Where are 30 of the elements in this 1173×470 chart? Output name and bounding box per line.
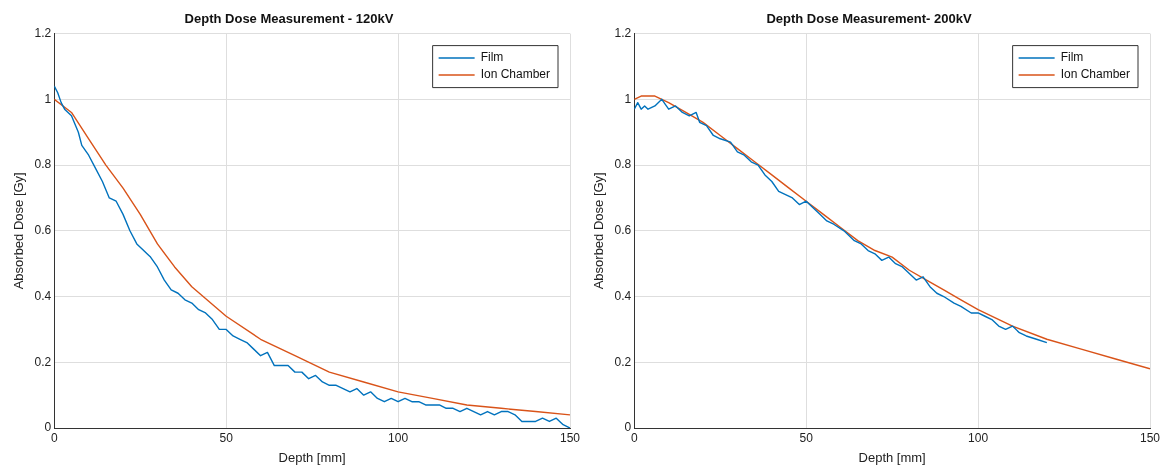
x-tick-label: 150 <box>1139 430 1161 445</box>
y-tick-label: 1.2 <box>34 25 52 40</box>
legend-label: Film <box>480 50 504 65</box>
y-tick-label: 0.2 <box>34 354 52 369</box>
x-tick-label: 50 <box>219 430 234 445</box>
y-tick-label: 0.8 <box>34 157 52 172</box>
y-tick-label: 1.2 <box>614 25 632 40</box>
y-tick-label: 0.4 <box>34 288 52 303</box>
x-tick-label: 50 <box>799 430 814 445</box>
y-tick-label: 0.6 <box>34 223 52 238</box>
legend-label: Ion Chamber <box>1060 67 1131 82</box>
y-axis-title: Absorbed Dose [Gy] <box>591 172 607 290</box>
y-axis-title: Absorbed Dose [Gy] <box>11 172 27 290</box>
y-tick-label: 0.8 <box>614 157 632 172</box>
y-tick-label: 0.4 <box>614 288 632 303</box>
x-tick-label: 100 <box>388 430 409 445</box>
chart-title: Depth Dose Measurement- 200kV <box>766 11 972 27</box>
legend-label: Ion Chamber <box>480 67 551 82</box>
legend-label: Film <box>1060 50 1084 65</box>
x-axis-title: Depth [mm] <box>858 449 926 465</box>
x-tick-label: 150 <box>559 430 581 445</box>
chart-title: Depth Dose Measurement - 120kV <box>184 11 394 27</box>
y-tick-label: 1 <box>624 91 632 106</box>
y-tick-label: 0.2 <box>614 354 632 369</box>
x-tick-label: 100 <box>968 430 989 445</box>
y-tick-label: 0.6 <box>614 223 632 238</box>
y-tick-label: 1 <box>44 91 52 106</box>
y-tick-label: 0 <box>624 420 632 435</box>
x-axis-title: Depth [mm] <box>278 449 346 465</box>
y-tick-label: 0 <box>44 420 52 435</box>
